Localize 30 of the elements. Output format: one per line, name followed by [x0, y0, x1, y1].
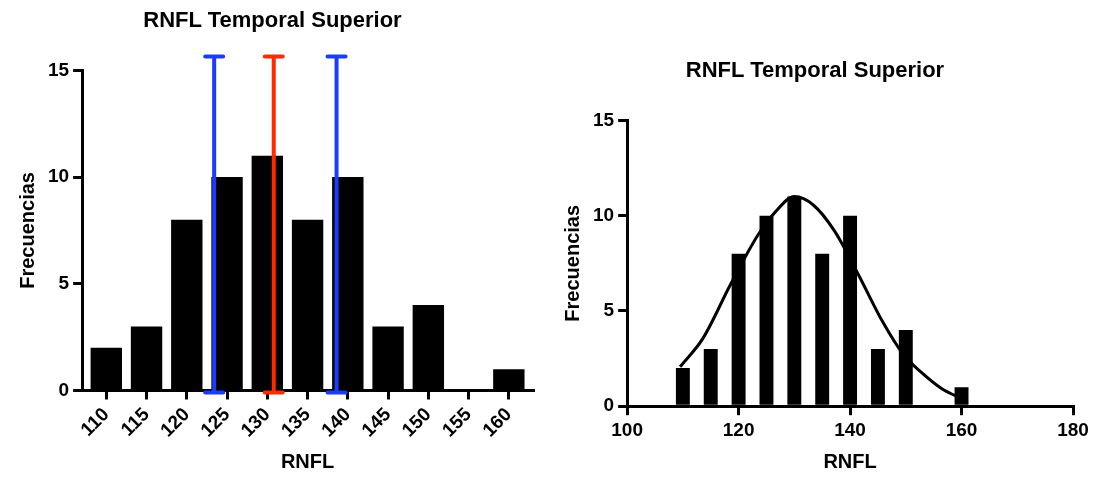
x-tick-label: 130	[236, 403, 274, 441]
x-tick-label: 120	[156, 403, 194, 441]
y-tick-label: 5	[603, 299, 615, 321]
x-tick-label: 135	[276, 402, 315, 441]
y-tick-label: 10	[592, 203, 615, 225]
x-tick-label: 160	[945, 418, 978, 440]
x-tick-label: 155	[437, 402, 476, 441]
x-tick-label: 120	[722, 418, 755, 440]
y-tick-label: 5	[58, 272, 70, 294]
x-tick-label: 180	[1057, 418, 1089, 440]
y-tick-label: 15	[47, 58, 70, 80]
x-axis-title: RNFL	[823, 449, 877, 472]
x-tick-label: 100	[611, 418, 643, 440]
x-tick-label: 150	[397, 403, 435, 441]
chart-title: RNFL Temporal Superior	[143, 7, 403, 33]
chart-title: RNFL Temporal Superior	[685, 57, 945, 83]
x-tick-label: 140	[317, 403, 355, 441]
x-axis-title: RNFL	[280, 449, 335, 472]
y-axis-title: Frecuencias	[560, 204, 583, 322]
y-tick-label: 0	[603, 394, 615, 416]
y-tick-label: 0	[58, 378, 70, 400]
x-tick-label: 125	[196, 402, 234, 441]
x-tick-label: 110	[76, 403, 113, 440]
y-tick-label: 10	[47, 165, 70, 187]
y-tick-label: 15	[592, 108, 615, 130]
x-tick-label: 115	[116, 402, 154, 440]
x-tick-label: 145	[357, 402, 395, 441]
y-axis-title: Frecuencias	[15, 172, 38, 289]
x-tick-label: 140	[834, 418, 866, 440]
x-tick-label: 160	[478, 403, 516, 441]
